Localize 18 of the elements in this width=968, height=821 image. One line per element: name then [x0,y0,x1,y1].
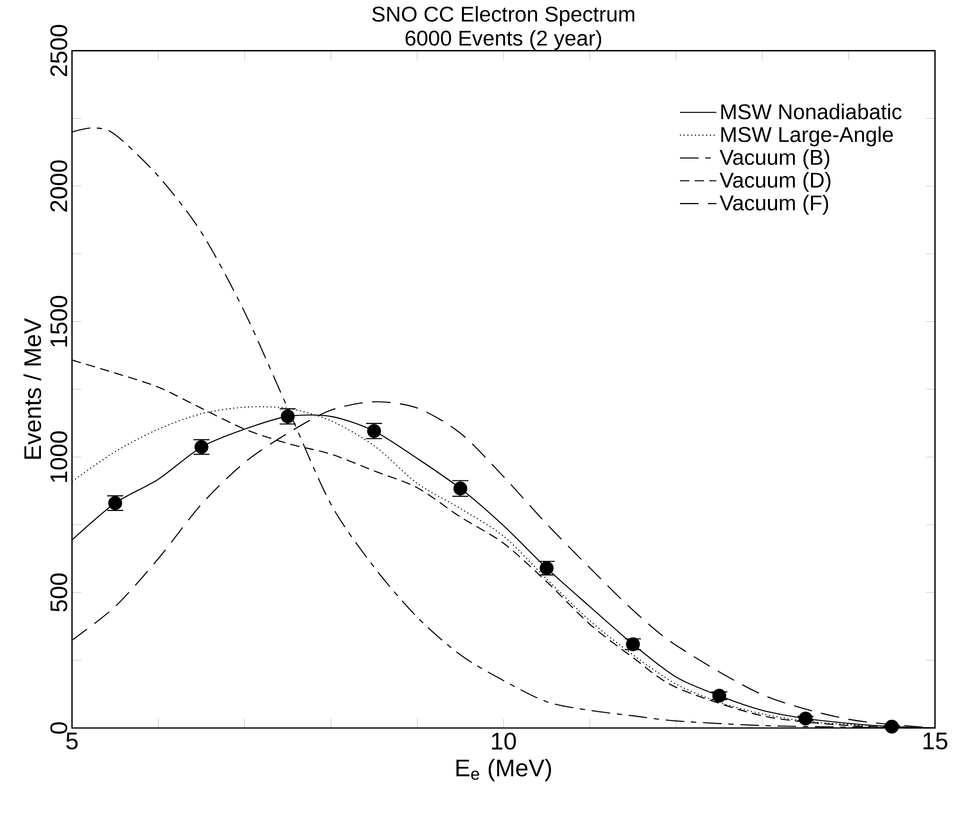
legend-label: Vacuum (F) [720,194,828,215]
x-tick-label: 15 [923,732,948,750]
y-tick-label: 2500 [50,24,68,76]
y-tick-label: 2000 [50,160,68,212]
y-axis-title: Events / MeV [24,318,42,459]
y-tick-label: 1000 [50,431,68,482]
x-tick-label: 5 [66,732,78,750]
legend-label: MSW Nonadiabatic [721,104,902,120]
legend-label: Vacuum (B) [720,149,830,170]
y-tick-label: 0 [50,722,68,734]
chart-subtitle: 6000 Events (2 year) [406,30,602,50]
y-tick-label: 500 [50,573,68,612]
y-tick-label: 1500 [50,296,68,346]
legend-label: Vacuum (D) [720,172,830,192]
x-tick-label: 10 [492,732,516,750]
x-axis-title: E$_{e}$ (MeV) [456,758,552,782]
chart-title: SNO CC Electron Spectrum [372,6,634,26]
legend-label: MSW Large-Angle [721,126,893,146]
